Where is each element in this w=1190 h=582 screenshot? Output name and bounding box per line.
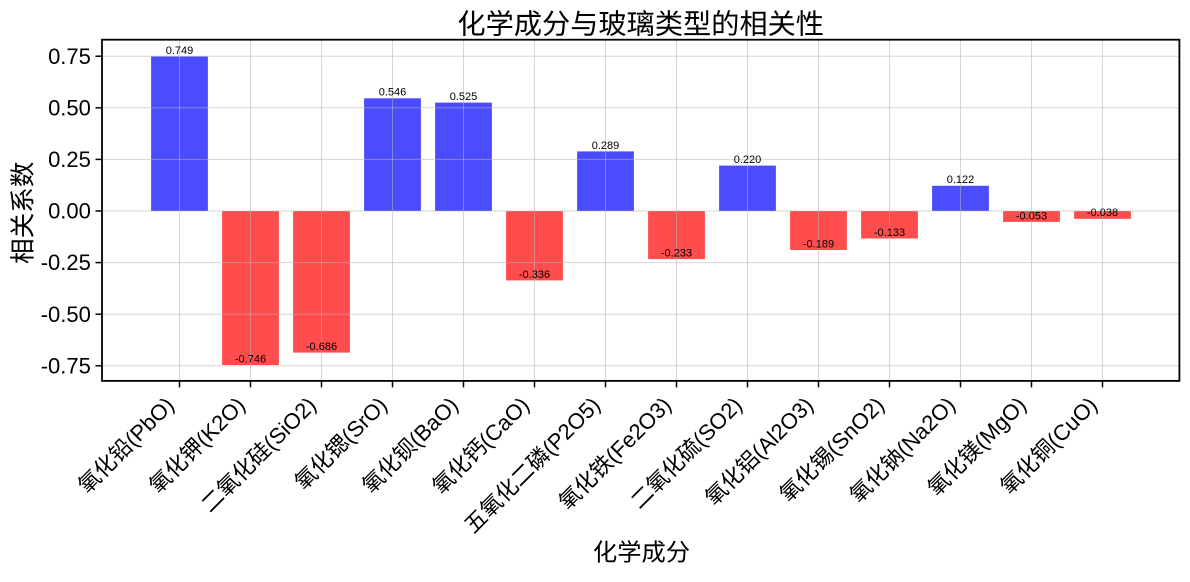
- svg-text:0.546: 0.546: [379, 87, 407, 99]
- svg-text:0.00: 0.00: [48, 199, 91, 224]
- svg-text:-0.336: -0.336: [519, 269, 550, 281]
- svg-text:0.50: 0.50: [48, 95, 91, 120]
- svg-text:-0.053: -0.053: [1016, 210, 1047, 222]
- svg-text:0.122: 0.122: [947, 174, 975, 186]
- svg-text:-0.189: -0.189: [803, 238, 834, 250]
- svg-text:-0.75: -0.75: [41, 353, 91, 378]
- svg-text:-0.50: -0.50: [41, 302, 91, 327]
- svg-text:-0.233: -0.233: [661, 248, 692, 260]
- svg-text:-0.038: -0.038: [1087, 207, 1118, 219]
- svg-text:0.25: 0.25: [48, 147, 91, 172]
- svg-text:-0.133: -0.133: [874, 227, 905, 239]
- svg-text:0.220: 0.220: [734, 154, 762, 166]
- svg-text:0.749: 0.749: [166, 45, 194, 57]
- svg-text:-0.686: -0.686: [306, 341, 337, 353]
- svg-text:0.75: 0.75: [48, 44, 91, 69]
- svg-text:-0.25: -0.25: [41, 250, 91, 275]
- svg-text:0.525: 0.525: [450, 91, 478, 103]
- svg-text:-0.746: -0.746: [235, 353, 266, 365]
- svg-text:0.289: 0.289: [592, 140, 620, 152]
